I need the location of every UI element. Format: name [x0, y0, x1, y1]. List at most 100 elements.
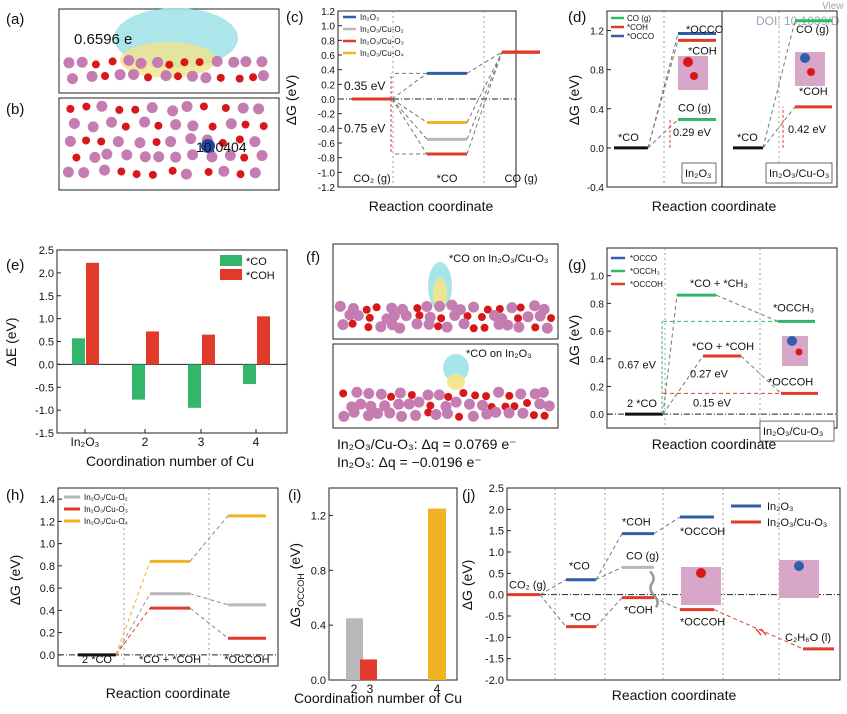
panel-b-atom [199, 102, 208, 111]
chart-g-ytick-label: 0.6 [590, 327, 604, 338]
chart-j-break-mark [760, 628, 767, 636]
chart-j-ylabel: ΔG (eV) [459, 560, 475, 611]
chart-j-ytick-label: 1.0 [489, 547, 504, 559]
panel-f-top-atom [413, 304, 422, 313]
panel-f-bottom-atom [537, 386, 549, 398]
chart-i-ylabel-unit: (eV) [287, 543, 303, 573]
panel-b-atom [240, 153, 249, 162]
panel-b-atom [68, 117, 80, 129]
panel-b-atom [82, 136, 91, 145]
panel-b-atom [72, 153, 81, 162]
panel-b-atom [146, 102, 158, 114]
chart-e-ytick-label: 2.0 [39, 268, 54, 280]
chart-c-annotation: 0.35 eV [344, 79, 385, 93]
label-d: (d) [568, 9, 586, 26]
chart-j-level-label: CO₂ (g) [509, 580, 546, 592]
panel-a-atom [235, 74, 244, 83]
panel-b-atom [82, 102, 91, 111]
panel-b-atom [221, 103, 230, 112]
panel-f-top-atom [529, 300, 541, 312]
panel-a-atom [76, 56, 88, 68]
chart-j-ytick-label: -1.0 [485, 632, 504, 644]
panel-f-top-atom [334, 300, 346, 312]
chart-g-structure-atom [787, 336, 797, 346]
panel-f-bottom-atom [403, 398, 415, 410]
panel-b-atom [224, 149, 236, 161]
panel-f-bottom-atom [365, 400, 377, 412]
chart-h-connector [115, 607, 151, 656]
chart-d-xlabel: Reaction coordinate [652, 198, 777, 214]
panel-f-bottom-atom [394, 387, 406, 399]
panel-a-atom [160, 70, 172, 82]
chart-i-ytick-label: 1.2 [311, 510, 326, 522]
chart-d-level-label: CO (g) [678, 103, 711, 115]
chart-d-gap-label: 0.42 eV [788, 124, 827, 136]
chart-e-xtick-label: 2 [142, 435, 149, 449]
label-h: (h) [6, 487, 24, 504]
label-f: (f) [306, 249, 320, 266]
chart-e-bar [132, 364, 145, 400]
panel-f-bottom-atom [503, 407, 515, 419]
panel-f-bottom-atom [529, 411, 538, 420]
chart-c-legend-label: In₂O₃/Cu-O₄ [360, 49, 404, 58]
chart-c-connector [466, 51, 503, 123]
chart-i-bar [346, 618, 363, 680]
chart-j-ytick-label: 2.5 [489, 483, 504, 495]
chart-d-connector [762, 106, 796, 149]
panel-a-atom [152, 56, 164, 68]
panel-f-bottom-atom [459, 389, 468, 398]
chart-h-connector [115, 561, 151, 656]
panel-b-atom [208, 122, 217, 131]
panel-b-atom [121, 149, 133, 161]
chart-j-connector [595, 597, 623, 628]
panel-f-top-atom [477, 313, 486, 322]
panel-a-atom [91, 60, 100, 69]
chart-d-level-label: *OCCO [686, 24, 724, 36]
panel-b-atom [170, 151, 182, 163]
chart-h-ytick-label: 1.4 [40, 494, 55, 506]
panel-b-atom [148, 170, 157, 179]
panel-b-atom [256, 150, 268, 162]
panel-b-atom [206, 151, 218, 163]
panel-f-top-atom [364, 323, 373, 332]
panel-f-top-atom [502, 319, 514, 331]
panel-f-bottom-atom [476, 399, 488, 411]
chart-e-legend-swatch [220, 269, 242, 280]
panel-f-top-atom [513, 321, 525, 333]
chart-g-connector [662, 355, 704, 415]
label-i: (i) [288, 487, 301, 504]
panel-f-top-atom [400, 310, 412, 322]
panel-b-atom [241, 120, 250, 129]
chart-d-ytick-label: 0.4 [590, 105, 604, 116]
chart-e-ylabel: ΔE (eV) [3, 317, 19, 366]
chart-i: 0.0 0.4 0.8 1.2 ΔGOCCOH (eV) Coordination num… [287, 487, 462, 706]
chart-c-ytick-label: -0.8 [318, 154, 336, 165]
chart-c-connector [391, 98, 428, 123]
chart-d-panel-name: In₂O₃/Cu-O₃ [769, 168, 829, 180]
chart-i-ytick-label: 0.8 [311, 565, 326, 577]
chart-g-ytick-label: 0.2 [590, 382, 604, 393]
charge-text: 0.6596 e [74, 31, 132, 48]
panel-f-bottom-atom [422, 389, 434, 401]
panel-f-top-atom [365, 313, 374, 322]
panel-b-atom [225, 118, 237, 130]
panel-b-structure [62, 100, 268, 180]
chart-j-structure-atom [696, 568, 706, 578]
chart-c-ytick-label: -0.6 [318, 139, 336, 150]
panel-a: (a) 0.6596 e [6, 8, 280, 94]
panel-f-bottom-atom [339, 389, 348, 398]
chart-d-legend-label: *COH [627, 23, 648, 32]
panel-b-atom [115, 105, 124, 114]
label-b: (b) [6, 101, 24, 118]
chart-c-ytick-label: 0.0 [321, 95, 335, 106]
chart-e-ytick-label: 1.0 [39, 314, 54, 326]
chart-e-ytick-label: 0.5 [39, 337, 54, 349]
chart-g-panel-tag [759, 420, 835, 442]
panel-b-atom [134, 137, 146, 149]
chart-c-ytick-label: 0.2 [321, 80, 335, 91]
chart-c-connector [391, 72, 428, 100]
panel-f-top-atom [514, 314, 523, 323]
panel-f-bottom-atom [523, 398, 532, 407]
chart-c-ytick-label: -0.2 [318, 110, 336, 121]
panel-a-atom [101, 72, 110, 81]
